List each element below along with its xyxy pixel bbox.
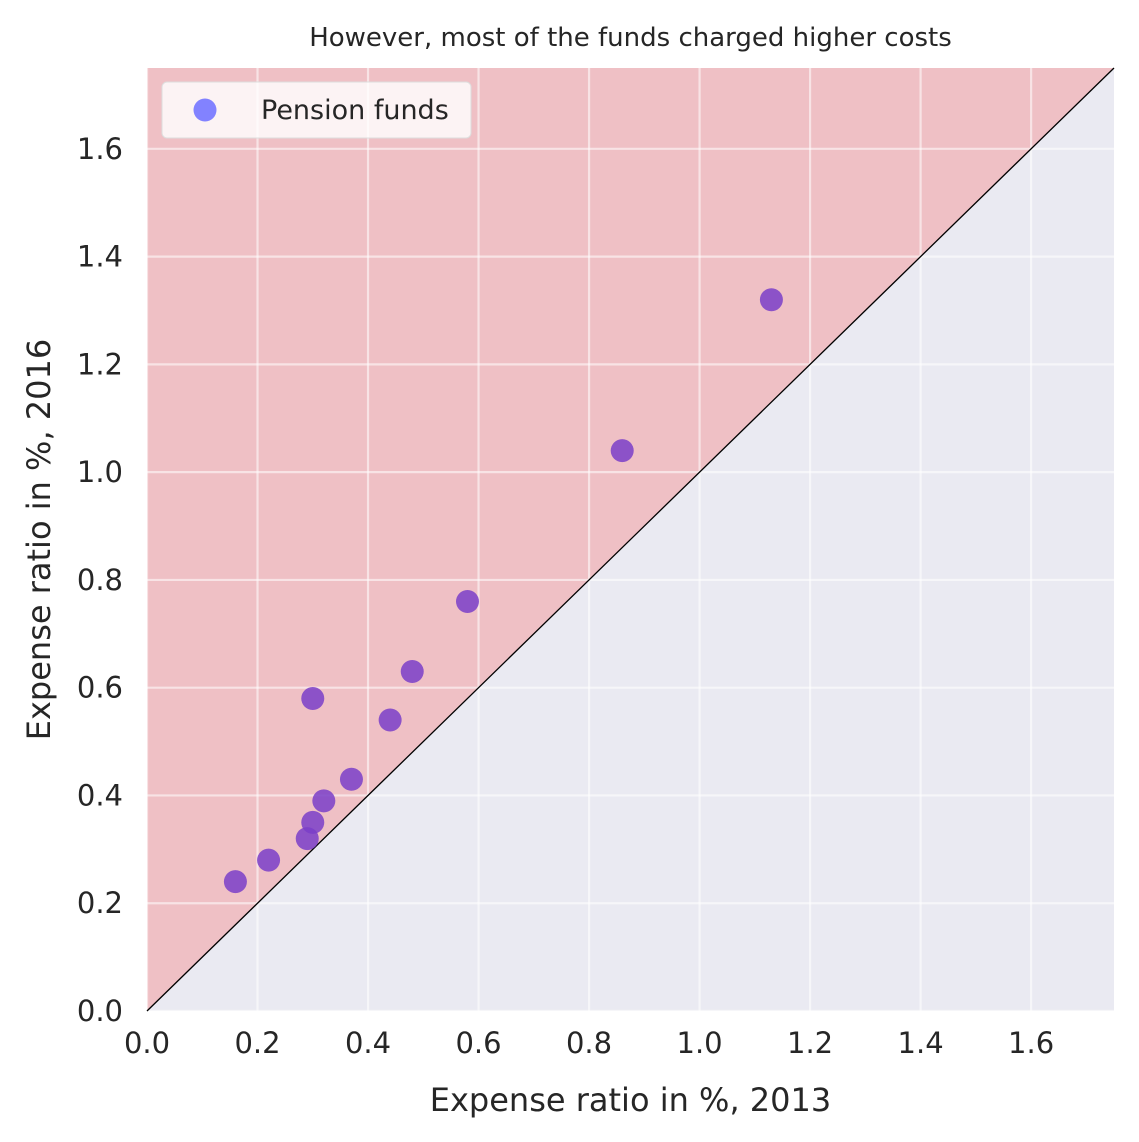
chart-title: However, most of the funds charged highe… <box>309 23 952 53</box>
y-tick-label: 1.2 <box>77 347 123 381</box>
data-point <box>339 767 363 791</box>
x-tick-label: 0.4 <box>345 1026 391 1060</box>
data-point <box>378 708 402 732</box>
data-point <box>400 660 424 684</box>
data-points <box>223 288 783 894</box>
data-point <box>759 288 783 312</box>
legend-marker <box>193 98 217 122</box>
data-point <box>455 589 479 613</box>
y-tick-label: 0.0 <box>77 994 123 1028</box>
legend-box <box>161 81 472 139</box>
x-tick-label: 0.2 <box>234 1026 280 1060</box>
x-tick-label: 0.0 <box>124 1026 170 1060</box>
x-tick-label: 0.6 <box>455 1026 501 1060</box>
x-tick-labels: 0.0 0.2 0.4 0.6 0.8 1.0 1.2 1.4 1.6 <box>124 1026 1054 1060</box>
data-point <box>257 848 281 872</box>
data-point <box>312 789 336 813</box>
x-tick-label: 1.4 <box>898 1026 944 1060</box>
x-tick-label: 1.0 <box>677 1026 723 1060</box>
data-point <box>610 439 634 463</box>
y-tick-label: 0.6 <box>77 671 123 705</box>
x-tick-label: 0.8 <box>566 1026 612 1060</box>
data-point <box>301 810 325 834</box>
diagonal-reference-line <box>146 67 1115 1012</box>
x-tick-label: 1.2 <box>787 1026 833 1060</box>
data-point <box>301 686 325 710</box>
y-tick-label: 0.4 <box>77 778 123 812</box>
y-tick-label: 0.8 <box>77 563 123 597</box>
y-tick-label: 1.0 <box>77 455 123 489</box>
y-tick-label: 1.6 <box>77 132 123 166</box>
legend: Pension funds <box>161 81 472 139</box>
x-tick-label: 1.6 <box>1008 1026 1054 1060</box>
y-tick-labels: 0.0 0.2 0.4 0.6 0.8 1.0 1.2 1.4 1.6 <box>77 132 123 1028</box>
data-point <box>223 870 247 894</box>
y-tick-label: 1.4 <box>77 240 123 274</box>
y-axis-label: Expense ratio in %, 2016 <box>20 339 58 740</box>
y-tick-label: 0.2 <box>77 886 123 920</box>
legend-label: Pension funds <box>261 95 449 126</box>
grid-lines <box>145 68 1114 1013</box>
x-axis-label: Expense ratio in %, 2013 <box>430 1081 831 1119</box>
